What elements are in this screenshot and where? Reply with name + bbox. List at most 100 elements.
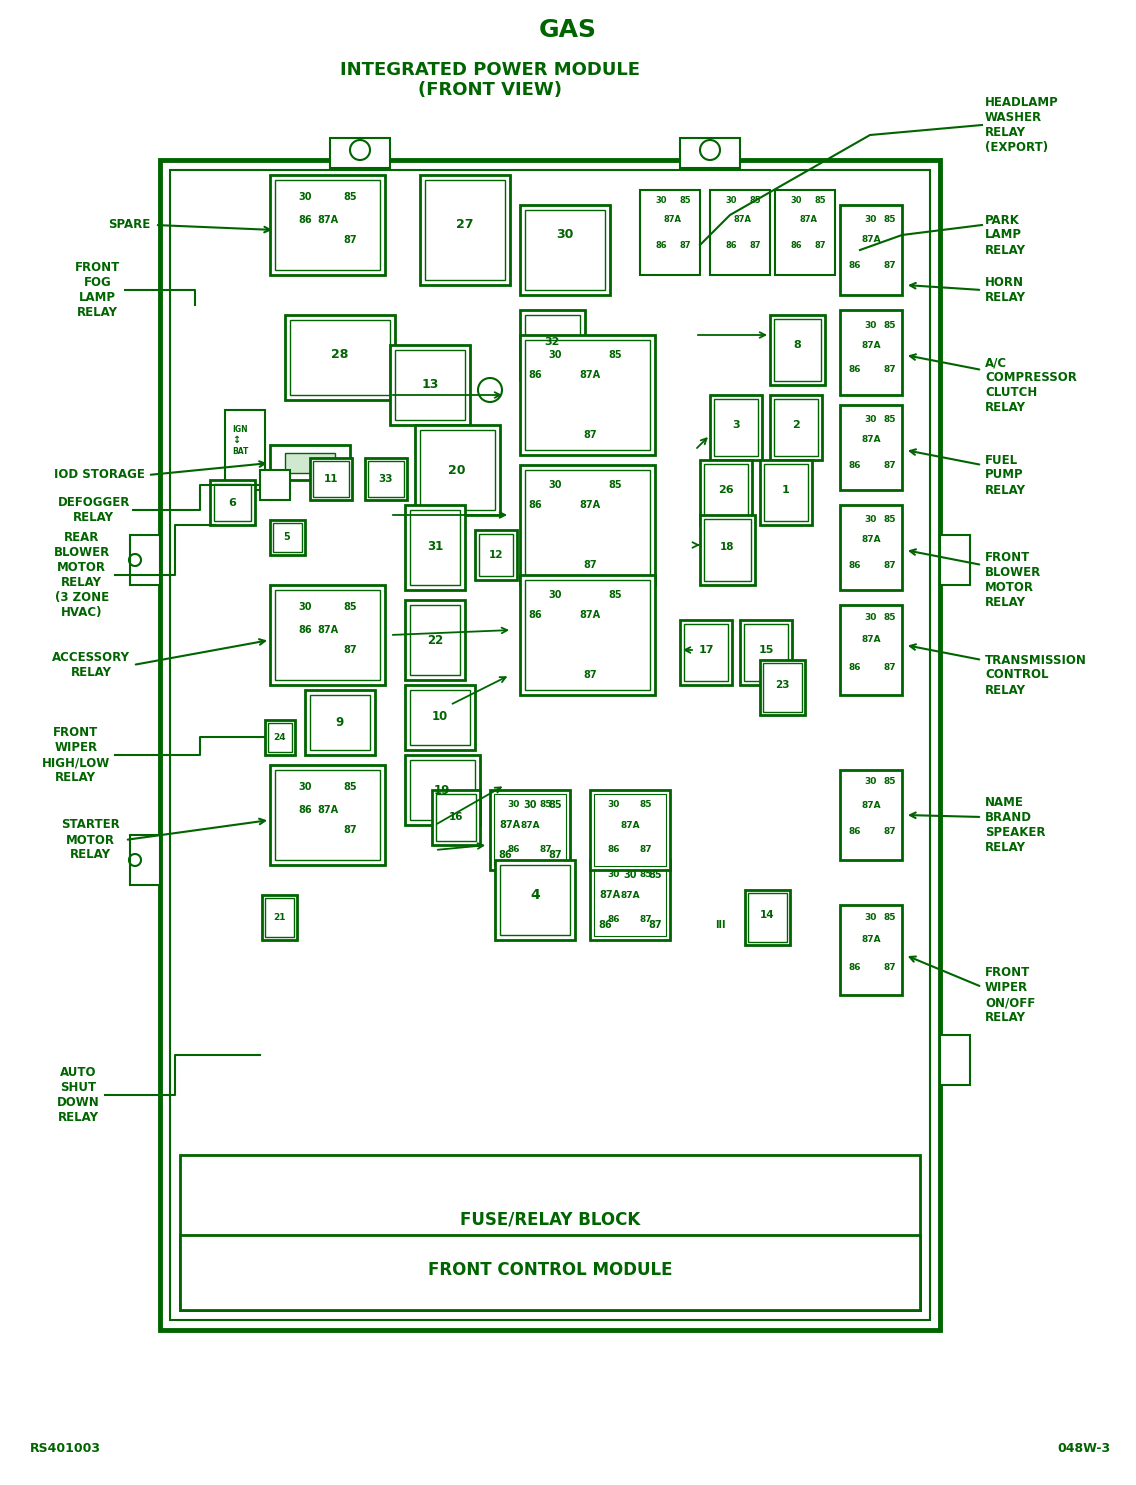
Bar <box>740 621 792 685</box>
Bar <box>765 463 808 521</box>
Bar <box>310 695 370 750</box>
Bar <box>415 425 500 515</box>
Bar <box>365 457 407 500</box>
Text: 87: 87 <box>583 670 596 680</box>
Text: 86: 86 <box>528 370 542 380</box>
Text: 86: 86 <box>849 662 861 671</box>
Text: 87A: 87A <box>579 500 601 509</box>
Text: 87: 87 <box>884 662 896 671</box>
Text: FRONT
FOG
LAMP
RELAY: FRONT FOG LAMP RELAY <box>75 261 120 319</box>
Text: GAS: GAS <box>538 18 598 42</box>
Text: 87: 87 <box>649 921 662 930</box>
Bar <box>594 794 666 866</box>
Text: 3: 3 <box>733 420 740 431</box>
Text: 87A: 87A <box>620 821 640 830</box>
Text: 30: 30 <box>655 196 667 205</box>
Text: 85: 85 <box>343 192 357 202</box>
Bar <box>525 209 605 290</box>
Bar <box>590 860 670 940</box>
Text: 87A: 87A <box>861 936 880 944</box>
Bar <box>410 691 470 745</box>
Bar <box>760 460 812 526</box>
Text: 86: 86 <box>849 827 861 836</box>
Text: 86: 86 <box>849 365 861 374</box>
Text: 22: 22 <box>427 634 443 646</box>
Text: 87A: 87A <box>600 890 620 900</box>
Text: 33: 33 <box>378 474 393 484</box>
Text: 85: 85 <box>884 912 896 922</box>
Text: 85: 85 <box>649 870 662 881</box>
Bar <box>840 310 902 395</box>
Text: 32: 32 <box>544 337 560 347</box>
Text: 87A: 87A <box>861 636 880 644</box>
Text: 87: 87 <box>549 849 562 860</box>
Text: 87: 87 <box>540 845 552 854</box>
Text: REAR
BLOWER
MOTOR
RELAY
(3 ZONE
HVAC): REAR BLOWER MOTOR RELAY (3 ZONE HVAC) <box>53 532 110 619</box>
Text: 18: 18 <box>720 542 734 552</box>
Bar <box>774 399 818 456</box>
Bar <box>410 604 460 676</box>
Bar <box>275 180 381 270</box>
Bar <box>270 446 350 480</box>
Bar <box>170 169 930 1320</box>
Text: 30: 30 <box>299 783 311 792</box>
Bar <box>406 505 465 590</box>
Bar <box>268 723 292 751</box>
Text: ↕: ↕ <box>232 435 240 445</box>
Bar <box>520 465 655 585</box>
Bar <box>939 1035 970 1086</box>
Bar <box>395 350 465 420</box>
Bar <box>494 794 566 866</box>
Text: 85: 85 <box>884 321 896 330</box>
Text: 30: 30 <box>508 800 520 809</box>
Text: 28: 28 <box>332 349 349 361</box>
Bar <box>406 754 481 826</box>
Text: 85: 85 <box>884 515 896 524</box>
Bar <box>160 160 939 1331</box>
Text: TRANSMISSION
CONTROL
RELAY: TRANSMISSION CONTROL RELAY <box>985 653 1087 696</box>
Text: 8: 8 <box>793 340 801 350</box>
Bar <box>329 138 390 168</box>
Bar <box>130 535 160 585</box>
Bar <box>210 480 254 526</box>
Text: 85: 85 <box>815 196 826 205</box>
Text: 87: 87 <box>884 560 896 570</box>
Text: 30: 30 <box>608 870 620 879</box>
Text: 86: 86 <box>725 241 737 249</box>
Bar <box>179 1155 920 1310</box>
Text: FRONT
WIPER
HIGH/LOW
RELAY: FRONT WIPER HIGH/LOW RELAY <box>42 726 110 784</box>
Text: 87A: 87A <box>861 435 880 444</box>
Text: 30: 30 <box>608 800 620 809</box>
Bar <box>520 336 655 454</box>
Bar <box>700 515 755 585</box>
Text: 24: 24 <box>274 732 286 741</box>
Text: 30: 30 <box>864 321 877 330</box>
Text: 86: 86 <box>599 921 612 930</box>
Text: 85: 85 <box>608 590 621 600</box>
Text: 85: 85 <box>884 416 896 425</box>
Bar <box>285 453 335 474</box>
Text: 87A: 87A <box>861 536 880 545</box>
Bar <box>590 790 670 870</box>
Text: 15: 15 <box>759 644 774 655</box>
Bar <box>179 1236 920 1310</box>
Text: (FRONT VIEW): (FRONT VIEW) <box>418 82 562 99</box>
Text: 85: 85 <box>549 800 562 809</box>
Text: 19: 19 <box>434 784 450 796</box>
Text: AUTO
SHUT
DOWN
RELAY: AUTO SHUT DOWN RELAY <box>57 1066 100 1124</box>
Text: 87: 87 <box>583 560 596 570</box>
Text: 87: 87 <box>750 241 761 249</box>
Text: 86: 86 <box>298 625 311 636</box>
Text: DEFOGGER
RELAY: DEFOGGER RELAY <box>58 496 130 524</box>
Text: 30: 30 <box>864 215 877 224</box>
Bar <box>130 835 160 885</box>
Text: 87A: 87A <box>620 891 640 900</box>
Text: 87: 87 <box>884 365 896 374</box>
Bar <box>368 460 404 497</box>
Text: 87A: 87A <box>317 215 339 226</box>
Bar <box>594 864 666 936</box>
Text: A/C
COMPRESSOR
CLUTCH
RELAY: A/C COMPRESSOR CLUTCH RELAY <box>985 356 1077 414</box>
Text: 31: 31 <box>427 541 443 554</box>
Bar <box>774 319 821 382</box>
Text: 87A: 87A <box>734 215 752 224</box>
